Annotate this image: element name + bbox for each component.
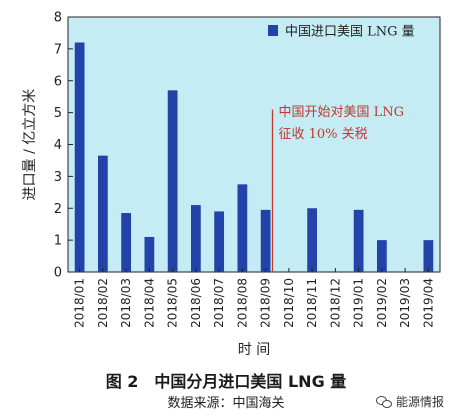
bar — [144, 236, 155, 272]
y-tick-label: 2 — [54, 202, 62, 217]
y-tick-label: 7 — [54, 42, 62, 57]
annotation-text: 征收 10% 关税 — [279, 127, 368, 142]
y-tick-label: 6 — [54, 74, 62, 89]
bar — [97, 155, 108, 272]
watermark-label: 能源情报 — [395, 395, 444, 409]
x-axis-label: 时 间 — [238, 342, 270, 358]
x-tick-label: 2018/05 — [166, 278, 180, 328]
legend-label: 中国进口美国 LNG 量 — [285, 25, 415, 40]
bar — [376, 240, 387, 272]
x-tick-label: 2018/06 — [189, 278, 203, 328]
figure-title: 图 2 中国分月进口美国 LNG 量 — [105, 372, 347, 391]
x-tick-label: 2018/02 — [96, 278, 110, 328]
bar — [353, 209, 364, 272]
watermark: 能源情报 — [375, 393, 444, 410]
y-tick-label: 1 — [54, 234, 62, 249]
x-tick-label: 2018/10 — [282, 278, 296, 328]
y-axis-label: 进口量 / 亿立方米 — [22, 89, 38, 201]
y-tick-label: 4 — [54, 138, 62, 153]
bar — [121, 213, 132, 272]
x-tick-label: 2018/07 — [212, 278, 226, 328]
y-tick-label: 3 — [54, 170, 62, 185]
wechat-icon — [375, 395, 392, 408]
bar — [214, 211, 225, 272]
bar — [260, 209, 271, 272]
x-tick-label: 2019/04 — [421, 278, 435, 328]
chart: 0 1 2 3 4 5 6 7 8 2018/01 2018/02 2018/03 2018/04 201… — [22, 11, 441, 358]
x-tick-label: 2019/03 — [398, 278, 412, 328]
bar — [74, 42, 85, 272]
x-tick-label: 2018/12 — [328, 278, 342, 328]
y-tick-label: 8 — [54, 11, 62, 26]
x-tick-label: 2018/09 — [259, 278, 273, 328]
x-tick-label: 2019/01 — [352, 278, 366, 328]
x-tick-label: 2018/03 — [119, 278, 133, 328]
legend-swatch — [268, 25, 278, 36]
bar — [423, 240, 434, 272]
annotation-text: 中国开始对美国 LNG — [279, 105, 405, 120]
x-tick-label: 2018/01 — [73, 278, 87, 328]
x-tick-label: 2018/11 — [305, 278, 319, 328]
y-tick-label: 0 — [54, 266, 62, 281]
figure-source: 数据来源：中国海关 — [167, 396, 285, 411]
y-tick-label: 5 — [54, 106, 62, 121]
x-tick-label: 2018/04 — [142, 278, 156, 328]
bar — [307, 208, 318, 272]
bar — [237, 184, 248, 272]
bar — [167, 90, 178, 272]
bar — [190, 205, 201, 272]
x-tick-label: 2019/02 — [375, 278, 389, 328]
x-tick-label: 2018/08 — [235, 278, 249, 328]
